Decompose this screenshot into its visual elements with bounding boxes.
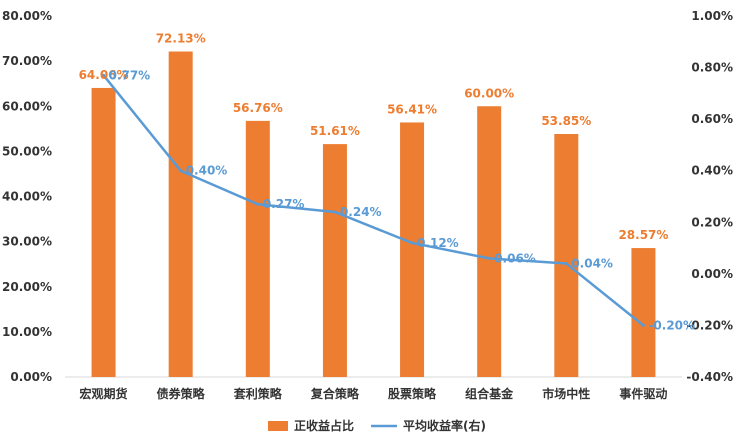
line-value-label: -0.20%: [648, 318, 695, 332]
bar-value-label: 51.61%: [310, 124, 360, 138]
x-category-label: 事件驱动: [619, 386, 667, 401]
bar: [322, 144, 347, 377]
legend: 正收益占比 平均收益率(右): [268, 418, 486, 433]
y-left-tick-label: 20.00%: [2, 280, 52, 294]
axes-group: 0.00% 10.00% 20.00% 30.00% 40.00% 50.00% 60.00…: [2, 9, 733, 401]
x-category-label: 市场中性: [542, 386, 590, 401]
y-left-tick-label: 70.00%: [2, 54, 52, 68]
bar: [631, 248, 656, 377]
line-value-label: 0.77%: [109, 68, 151, 82]
line-series: [102, 74, 645, 327]
y-right-tick-label: 0.80%: [691, 61, 733, 75]
line-point: [410, 241, 414, 245]
y-right-tick-label: -0.40%: [686, 370, 733, 384]
bar: [400, 122, 425, 377]
line-point: [256, 202, 260, 206]
legend-bar-swatch: [268, 421, 288, 431]
line-value-label: 0.27%: [263, 197, 305, 211]
y-left-tick-label: 30.00%: [2, 235, 52, 249]
y-right-tick-label: 0.60%: [691, 112, 733, 126]
y-right-tick-label: 0.40%: [691, 164, 733, 178]
y-right-tick-label: 1.00%: [691, 9, 733, 23]
y-left-tick-label: 80.00%: [2, 9, 52, 23]
line-value-label: 0.24%: [340, 205, 382, 219]
legend-line-label: 平均收益率(右): [403, 418, 486, 433]
x-category-label: 复合策略: [310, 386, 360, 401]
y-right-tick-label: 0.20%: [691, 215, 733, 229]
line-group: [102, 73, 645, 327]
bar-value-label: 28.57%: [618, 228, 668, 242]
line-point: [333, 210, 337, 214]
bar: [91, 87, 116, 377]
x-category-label: 宏观期货: [80, 386, 128, 401]
bar: [168, 51, 193, 378]
y-left-tick-label: 10.00%: [2, 325, 52, 339]
bar-value-label: 72.13%: [156, 32, 206, 46]
bar-value-label: 56.76%: [233, 101, 283, 115]
bar-value-label: 60.00%: [464, 86, 514, 100]
line-point: [564, 262, 568, 266]
line-value-label: 0.12%: [417, 236, 459, 250]
line-point: [179, 169, 183, 173]
bar-value-label: 53.85%: [541, 114, 591, 128]
bar: [245, 120, 270, 378]
y-right-tick-label: -0.20%: [686, 318, 733, 332]
x-category-label: 债券策略: [157, 386, 206, 401]
bars-group: [91, 51, 656, 378]
x-category-label: 组合基金: [465, 386, 514, 401]
y-left-tick-label: 60.00%: [2, 99, 52, 113]
bar-value-label: 56.41%: [387, 102, 437, 116]
line-value-label: 0.06%: [494, 251, 536, 265]
line-value-label: 0.04%: [571, 257, 613, 271]
y-left-tick-label: 40.00%: [2, 190, 52, 204]
line-point: [487, 256, 491, 260]
line-value-label: 0.40%: [186, 164, 228, 178]
line-point: [102, 73, 106, 77]
data-labels-group: 64.06% 72.13% 56.76% 51.61% 56.41% 60.00% 53.8…: [79, 32, 695, 333]
bar: [477, 106, 502, 377]
legend-bar-label: 正收益占比: [294, 418, 354, 433]
y-left-tick-label: 0.00%: [10, 370, 52, 384]
x-category-label: 套利策略: [233, 386, 283, 401]
x-category-label: 股票策略: [388, 386, 437, 401]
y-right-tick-label: 0.00%: [691, 267, 733, 281]
bar: [554, 134, 579, 377]
bar-value-label: 64.06%: [79, 68, 129, 82]
y-left-tick-label: 50.00%: [2, 144, 52, 158]
line-point: [641, 323, 645, 327]
